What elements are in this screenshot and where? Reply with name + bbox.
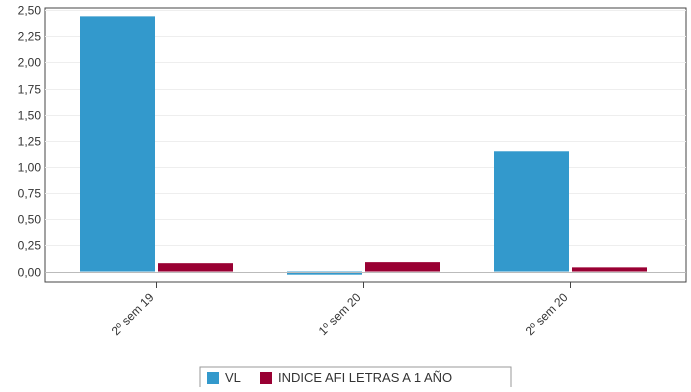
y-tick-label: 2,50 [18, 4, 42, 18]
legend-swatch-indice [260, 372, 272, 384]
y-axis-ticks: 0,00 0,25 0,50 0,75 1,00 1,25 1,50 1,75 2,00 2,25… [18, 4, 42, 280]
bars [80, 16, 647, 275]
bar-vl-1[interactable] [80, 16, 155, 272]
legend-swatch-vl [207, 372, 219, 384]
x-tick-label: 2º sem 19 [109, 290, 157, 338]
bar-indice-3[interactable] [572, 267, 647, 272]
y-tick-label: 2,25 [18, 30, 42, 44]
bar-vl-2[interactable] [287, 271, 362, 275]
legend-label-vl: VL [225, 370, 241, 385]
x-axis-ticks: 2º sem 19 1º sem 20 2º sem 20 [109, 282, 571, 338]
bar-vl-3[interactable] [494, 151, 569, 272]
x-tick-label: 2º sem 20 [523, 290, 571, 338]
legend-label-indice: INDICE AFI LETRAS A 1 AÑO [278, 370, 452, 385]
y-tick-label: 1,50 [18, 109, 42, 123]
bar-indice-2[interactable] [365, 262, 440, 272]
legend: VL INDICE AFI LETRAS A 1 AÑO [199, 366, 512, 390]
y-tick-label: 0,25 [18, 239, 42, 253]
y-tick-label: 1,25 [18, 135, 42, 149]
x-tick-label: 1º sem 20 [316, 290, 364, 338]
y-tick-label: 1,00 [18, 161, 42, 175]
y-tick-label: 0,75 [18, 187, 42, 201]
y-tick-label: 0,00 [18, 266, 42, 280]
y-tick-label: 2,00 [18, 56, 42, 70]
y-tick-label: 1,75 [18, 83, 42, 97]
bar-indice-1[interactable] [158, 263, 233, 272]
y-tick-label: 0,50 [18, 213, 42, 227]
